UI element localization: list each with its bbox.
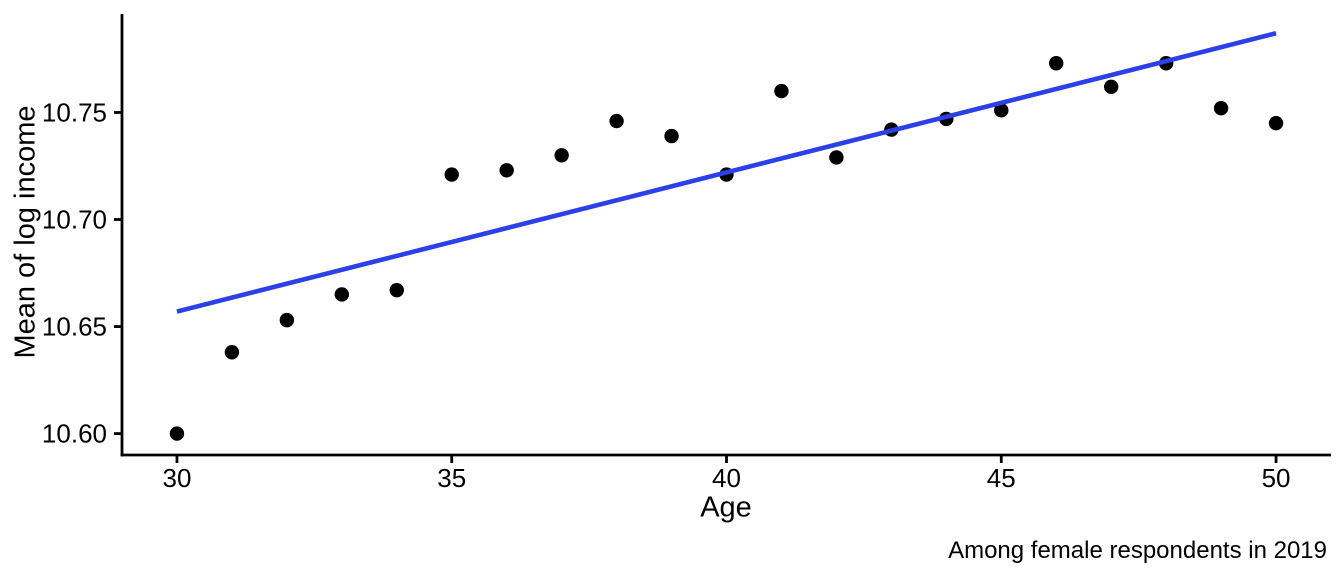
data-point xyxy=(279,312,295,328)
y-tick-label: 10.70 xyxy=(42,205,107,235)
y-axis-title: Mean of log income xyxy=(9,105,42,359)
x-tick-label: 35 xyxy=(437,463,466,493)
y-tick-label: 10.65 xyxy=(42,312,107,342)
y-tick-label: 10.60 xyxy=(42,419,107,449)
x-tick-label: 30 xyxy=(162,463,191,493)
data-point xyxy=(664,128,679,144)
data-point xyxy=(774,83,789,99)
data-point xyxy=(389,282,404,298)
y-tick-label: 10.75 xyxy=(42,97,107,127)
data-point xyxy=(224,345,240,360)
data-point xyxy=(829,150,844,165)
data-point xyxy=(169,426,185,441)
data-point xyxy=(1268,115,1284,131)
trend-line xyxy=(176,31,1277,314)
data-point xyxy=(609,113,624,129)
x-axis-title: Age xyxy=(700,491,752,524)
data-point xyxy=(1213,100,1229,116)
data-point xyxy=(444,167,459,182)
chart-caption: Among female respondents in 2019 xyxy=(948,537,1327,564)
x-tick-label: 45 xyxy=(987,463,1016,493)
x-tick-label: 50 xyxy=(1262,463,1291,493)
data-point xyxy=(994,103,1009,118)
data-point xyxy=(1049,56,1064,71)
data-point xyxy=(554,148,569,163)
data-point xyxy=(334,287,350,302)
data-point xyxy=(1103,79,1119,94)
data-point xyxy=(499,163,514,178)
x-tick-label: 40 xyxy=(712,463,741,493)
